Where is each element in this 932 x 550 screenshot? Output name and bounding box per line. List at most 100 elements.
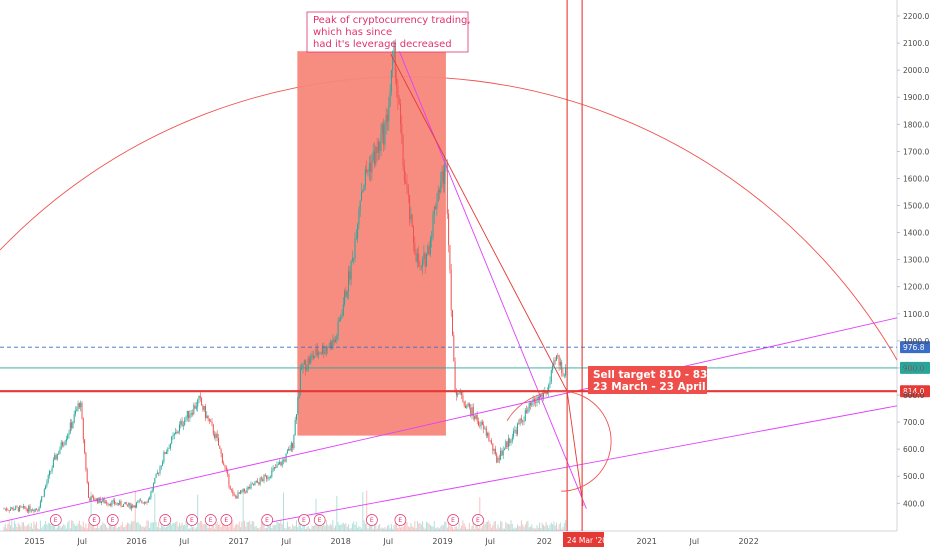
volume-bar: [545, 522, 547, 531]
volume-bar: [298, 520, 300, 531]
volume-bar: [133, 520, 135, 531]
candle-body: [227, 469, 229, 474]
volume-bar: [461, 525, 463, 531]
volume-bar: [95, 527, 97, 531]
candle-body: [262, 479, 264, 482]
candle-body: [342, 304, 344, 316]
volume-bar: [259, 527, 261, 531]
candle-body: [75, 410, 76, 414]
volume-bar: [173, 523, 175, 531]
volume-bar: [403, 520, 405, 531]
earnings-event-label: E: [190, 517, 194, 524]
volume-bar: [71, 520, 73, 531]
candle-body: [350, 260, 352, 280]
x-tick-label: 2017: [229, 537, 249, 546]
volume-bar: [155, 521, 157, 531]
y-tick-label: 600.0: [903, 445, 925, 454]
candle-body: [489, 440, 491, 442]
volume-bar: [374, 523, 375, 531]
candle-body: [164, 452, 166, 454]
earnings-event-marker: [298, 514, 310, 526]
earnings-event-label: E: [54, 517, 58, 524]
volume-bar: [49, 523, 50, 531]
candle-body: [312, 354, 314, 359]
candle-body: [220, 448, 222, 454]
volume-bar: [250, 524, 252, 531]
earnings-event-marker: [261, 514, 274, 526]
candle-body: [172, 435, 174, 437]
volume-bar: [338, 525, 340, 531]
volume-bar: [474, 528, 476, 531]
candle-body: [67, 434, 69, 439]
candle-body: [266, 475, 268, 479]
candle-body: [286, 450, 288, 454]
candle-body: [509, 438, 511, 443]
y-tick-label: 2000.0: [903, 66, 929, 75]
candle-body: [471, 407, 473, 416]
volume-bar: [370, 521, 372, 531]
volume-bar: [533, 528, 535, 531]
volume-bar: [262, 520, 264, 531]
candle-body: [470, 407, 472, 416]
x-tick-label: Jul: [179, 537, 190, 546]
peak-note-line-1: Peak of cryptocurrency trading,: [313, 15, 471, 26]
volume-bar: [258, 528, 260, 531]
volume-bar: [160, 522, 162, 531]
candle-body: [219, 445, 221, 449]
candle-body: [370, 162, 372, 173]
candle-body: [106, 502, 108, 504]
volume-bar: [162, 526, 164, 531]
candle-body: [155, 474, 157, 478]
volume-bar: [172, 522, 174, 531]
volume-bar: [190, 524, 192, 531]
candle-body: [154, 477, 156, 484]
candle-body: [166, 451, 167, 454]
volume-bar: [101, 524, 102, 531]
volume-bar: [123, 527, 125, 531]
candle-body: [153, 483, 154, 490]
x-tick-label: 2015: [24, 537, 44, 546]
volume-bar: [420, 524, 422, 531]
candle-body: [6, 508, 8, 510]
candle-body: [253, 483, 255, 486]
candle-body: [354, 239, 356, 259]
candle-body: [206, 415, 208, 419]
volume-bar: [251, 520, 253, 531]
candle-body: [93, 496, 95, 501]
volume-bar: [134, 491, 136, 531]
volume-bar: [227, 523, 229, 531]
candle-body: [441, 170, 443, 182]
volume-bar: [19, 524, 21, 531]
volume-bar: [514, 527, 516, 531]
candle-body: [539, 396, 541, 401]
candle-body: [140, 500, 141, 502]
volume-bar: [68, 520, 70, 531]
volume-bar: [51, 524, 53, 531]
candle-body: [81, 402, 83, 419]
candle-body: [424, 253, 426, 267]
candle-body: [260, 478, 262, 480]
sell-target-label-box[interactable]: [588, 366, 707, 394]
candle-body: [298, 390, 300, 398]
candle-body: [73, 413, 75, 423]
volume-bar: [515, 528, 517, 531]
volume-bar: [435, 528, 437, 531]
x-tick-label: 2016: [126, 537, 146, 546]
volume-bar: [249, 520, 251, 531]
volume-bar: [480, 528, 482, 531]
candle-body: [259, 478, 261, 485]
earnings-event-label: E: [370, 517, 374, 524]
volume-bar: [312, 525, 314, 531]
volume-bar: [164, 527, 166, 531]
candle-body: [362, 190, 364, 193]
price-level-badge-2: [900, 385, 930, 398]
volume-bar: [280, 520, 282, 531]
volume-bar: [268, 520, 270, 531]
volume-bar: [216, 522, 218, 531]
candle-body: [276, 464, 278, 468]
candle-body: [302, 364, 304, 368]
volume-bar: [424, 528, 426, 531]
candle-body: [448, 213, 450, 246]
volume-bar: [487, 521, 489, 531]
